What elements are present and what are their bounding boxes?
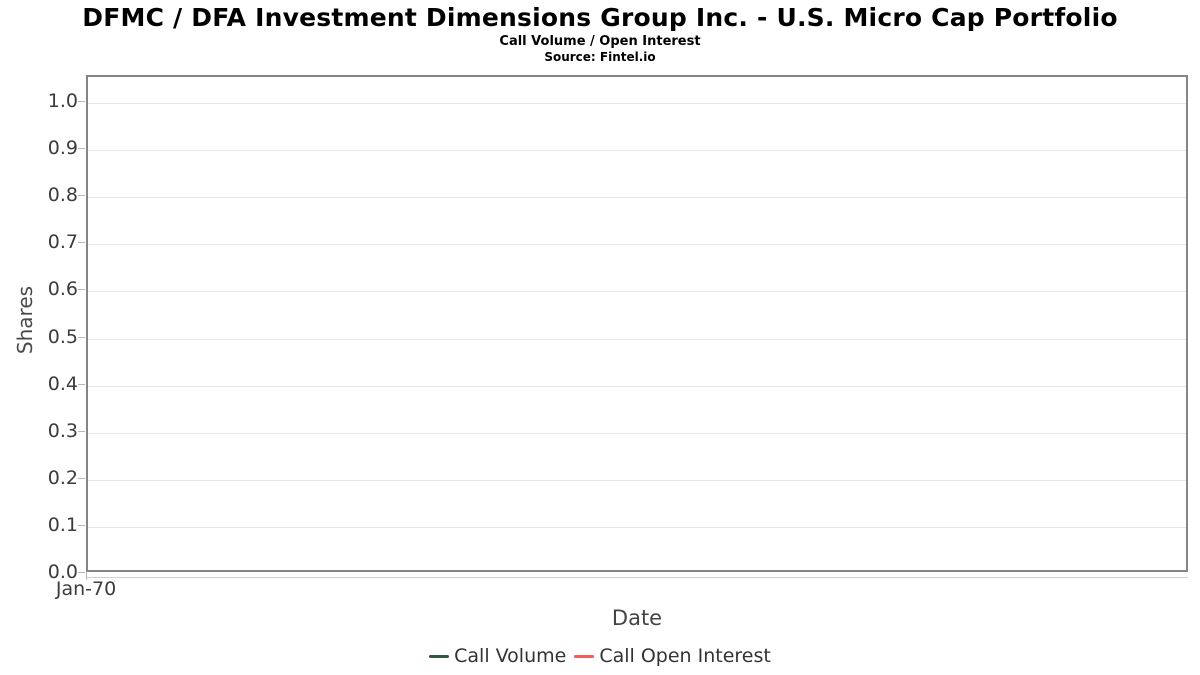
gridline — [88, 479, 1186, 481]
y-tick-mark — [78, 101, 85, 102]
gridline — [88, 338, 1186, 340]
x-axis-line — [86, 577, 1188, 578]
y-tick-mark — [78, 289, 85, 291]
y-axis-tick-label: 0.2 — [47, 466, 78, 489]
y-axis-tick-label: 0.7 — [47, 231, 78, 254]
chart-legend: Call Volume Call Open Interest — [0, 645, 1200, 667]
gridline — [88, 385, 1186, 387]
gridline — [88, 103, 1186, 104]
x-tick-mark — [86, 572, 87, 580]
chart-title: DFMC / DFA Investment Dimensions Group I… — [82, 3, 1118, 32]
y-tick-mark — [78, 430, 85, 432]
y-axis-tick-label: 0.1 — [47, 513, 78, 536]
chart-subtitle: Call Volume / Open Interest — [499, 34, 701, 49]
x-axis-title: Date — [611, 606, 663, 630]
x-axis-tick-label: Jan-70 — [55, 578, 117, 600]
y-axis-tick-label: 0.3 — [47, 419, 78, 442]
y-tick-mark — [78, 383, 85, 385]
gridline — [88, 197, 1186, 199]
y-axis-title: Shares — [13, 285, 37, 355]
y-tick-mark — [78, 524, 85, 526]
plot-area[interactable] — [86, 75, 1188, 572]
y-tick-mark — [78, 477, 85, 479]
legend-item-call-volume[interactable]: Call Volume — [429, 645, 566, 667]
legend-item-call-open-interest[interactable]: Call Open Interest — [574, 645, 771, 667]
call-volume-line-swatch-icon — [429, 654, 450, 658]
legend-item-label: Call Volume — [454, 645, 567, 667]
y-axis-tick-label: 0.4 — [47, 372, 78, 395]
y-tick-mark — [78, 242, 85, 244]
y-axis-tick-label: 0.8 — [47, 184, 78, 207]
y-tick-mark — [78, 195, 85, 197]
gridline — [88, 432, 1186, 434]
y-axis-tick-label: 1.0 — [47, 90, 78, 112]
chart-source-credit: Source: Fintel.io — [544, 50, 656, 64]
y-tick-mark — [78, 336, 85, 338]
y-tick-mark — [78, 148, 85, 150]
y-axis-tick-label: 0.5 — [47, 325, 78, 348]
y-axis-tick-label: 0.6 — [47, 278, 78, 301]
y-tick-mark — [78, 572, 85, 573]
legend-item-label: Call Open Interest — [599, 645, 771, 667]
call-open-interest-line-swatch-icon — [574, 654, 595, 658]
y-axis-tick-label: 0.0 — [47, 561, 78, 583]
y-axis-tick-label: 0.9 — [47, 137, 78, 160]
gridline — [88, 526, 1186, 528]
gridline — [88, 244, 1186, 246]
gridline — [88, 150, 1186, 152]
gridline — [88, 291, 1186, 293]
